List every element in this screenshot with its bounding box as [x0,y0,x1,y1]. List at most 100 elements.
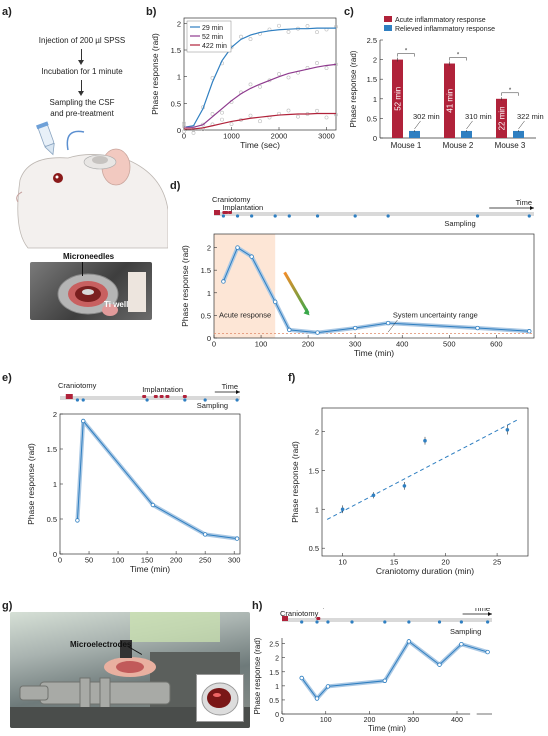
sampling-marker [221,214,226,218]
uncertainty-band [300,639,489,701]
bar-label: 41 min [446,89,455,113]
trend-arrow [283,271,310,314]
uncertainty-label: System uncertainty range [393,311,478,320]
data-point [325,684,331,689]
panel-label-a: a) [2,6,12,18]
measured-point [286,75,291,80]
microneedles-photo [30,262,152,320]
measured-point [220,117,224,122]
sampling-marker [475,214,480,218]
y-tick-label: 1.5 [171,46,181,55]
y-tick-label: 2.5 [367,36,377,45]
data-point [314,696,320,701]
microneedles-pointer [82,262,83,276]
y-tick-label: 2 [53,410,57,419]
microelectrodes-photo [10,612,250,728]
implantation-marker [316,617,321,620]
y-tick-label: 0 [373,134,377,143]
sampling-marker [486,620,490,624]
plot-frame [321,407,529,557]
measured-point [248,82,253,87]
measured-point [315,61,319,65]
chart-h: 0 100 200 300 400 0 0.5 1 1.5 2 2.5 Time (min) Phase… [253,608,492,733]
legend-swatch [384,16,392,22]
implantation-label: Implantation [222,203,263,212]
flow-step-injection: Injection of 200 µl SPSS [38,36,126,45]
panel-label-g: g) [2,600,13,612]
measured-point [305,24,310,28]
x-tick-label: 0 [182,132,186,141]
significance-bracket [501,92,519,96]
series-line [184,63,337,128]
y-axis-label: Phase response (rad) [180,245,190,327]
arrow-head-icon [78,60,84,65]
sampling-marker [383,620,387,624]
data-point [75,518,80,523]
sampling-marker [235,398,239,402]
x-tick-label: 300 [228,556,241,565]
flow-arrow [81,49,82,63]
y-tick-label: 0 [275,712,279,719]
implantation-marker [182,395,187,398]
measured-point [296,114,300,119]
microneedles-label: Microneedles [63,252,115,261]
series-line [222,247,530,334]
arrow-head-icon [488,612,492,616]
sampling-label: Sampling [197,401,228,410]
legend-entry: 422 min [202,43,227,50]
sampling-marker [250,214,254,218]
data-point [315,330,320,335]
sampling-marker [81,398,85,402]
bar [409,130,420,138]
sampling-marker [315,214,320,218]
y-tick-label: 0.5 [269,698,279,705]
chart-c: 0 0.5 1 1.5 2 2.5 Phase response (rad) Acute in… [349,16,544,150]
sampling-marker [273,214,277,218]
sampling-marker [315,620,319,624]
x-axis-label: Time (min) [368,724,406,733]
timeline-time-label: Time [474,608,490,613]
craniotomy-label: Craniotomy [212,195,251,204]
x-axis-label: Time (min) [130,564,170,574]
category-label: Mouse 3 [495,141,526,150]
data-point [340,507,345,512]
data-point [423,438,427,443]
plot-frame [59,413,241,555]
x-tick-label: 400 [396,340,409,349]
y-tick-label: 1 [275,684,279,691]
y-tick-label: 2 [275,656,279,663]
data-point [437,662,442,667]
y-tick-label: 1.5 [367,75,377,84]
data-point [234,536,240,541]
sampling-marker [183,398,187,402]
sampling-marker [353,214,357,218]
y-tick-label: 2 [177,19,181,28]
data-point [402,484,407,488]
bar [513,130,524,138]
plot-frame [213,233,535,339]
timeline-time-label: Time [516,198,532,207]
y-tick-label: 2 [373,56,377,65]
sampling-marker [326,620,330,624]
x-tick-label: 200 [302,340,315,349]
measured-point [182,124,186,129]
panel-label-e: e) [2,372,12,384]
legend-entry: 29 min [202,25,223,32]
craniotomy-marker [65,394,73,399]
y-tick-label: 1 [373,95,377,104]
arrow-head-icon [236,390,240,394]
sampling-marker [287,214,291,218]
measured-point [277,23,281,28]
y-axis-label: Phase response (rad) [150,33,160,115]
y-tick-label: 2 [315,427,319,436]
y-tick-label: 0.5 [201,311,211,320]
data-point [382,678,388,683]
y-axis-label: Phase response (rad) [349,50,358,127]
data-point [485,649,490,655]
timeline-time-label: Time [222,382,238,391]
x-tick-label: 150 [141,556,154,565]
x-tick-label: 400 [451,717,463,724]
sampling-marker [459,620,463,624]
y-axis-label: Phase response (rad) [290,441,300,523]
measured-point [324,115,329,120]
